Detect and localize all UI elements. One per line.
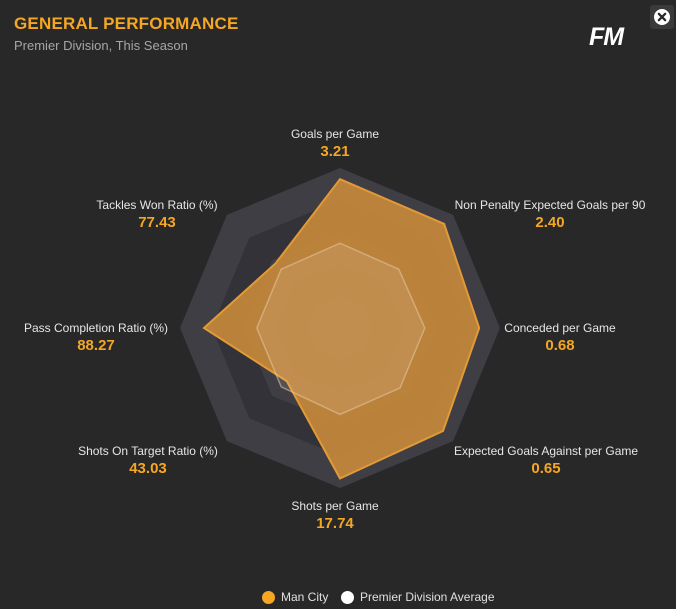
legend-label: Man City	[281, 590, 329, 604]
axis-value: 88.27	[77, 337, 115, 354]
legend-swatch-division-average	[341, 590, 354, 604]
axis-label: Conceded per Game	[504, 321, 616, 335]
legend-label: Premier Division Average	[360, 590, 495, 604]
legend-swatch-man-city	[262, 590, 275, 604]
axis-label: Shots On Target Ratio (%)	[78, 444, 218, 458]
panel-title: GENERAL PERFORMANCE	[14, 14, 239, 33]
axis-value: 0.68	[545, 337, 574, 354]
chart-legend: Man City Premier Division Average	[0, 590, 676, 606]
axis-label: Goals per Game	[291, 127, 379, 141]
legend-item-man-city[interactable]: Man City	[262, 590, 328, 604]
axis-value: 2.40	[535, 214, 564, 231]
axis-label: Tackles Won Ratio (%)	[96, 198, 217, 212]
axis-value: 3.21	[320, 143, 349, 160]
close-button[interactable]	[650, 5, 674, 29]
axis-value: 77.43	[138, 214, 176, 231]
axis-label: Shots per Game	[291, 499, 379, 513]
axis-value: 0.65	[531, 460, 560, 477]
close-icon	[654, 9, 670, 25]
axis-label: Non Penalty Expected Goals per 90	[455, 198, 646, 212]
fm-logo: FM	[589, 23, 624, 51]
panel-subtitle: Premier Division, This Season	[14, 38, 188, 53]
axis-label: Expected Goals Against per Game	[454, 444, 638, 458]
axis-value: 17.74	[316, 515, 354, 532]
radar-chart: Goals per Game 3.21 Non Penalty Expected G…	[24, 127, 646, 532]
axis-label: Pass Completion Ratio (%)	[24, 321, 168, 335]
legend-item-division-average[interactable]: Premier Division Average	[341, 590, 495, 604]
axis-value: 43.03	[129, 460, 167, 477]
